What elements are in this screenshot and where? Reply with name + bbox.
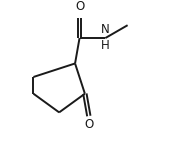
Text: O: O — [84, 118, 93, 131]
Text: H: H — [101, 39, 110, 52]
Text: N: N — [101, 23, 110, 36]
Text: O: O — [75, 0, 84, 13]
